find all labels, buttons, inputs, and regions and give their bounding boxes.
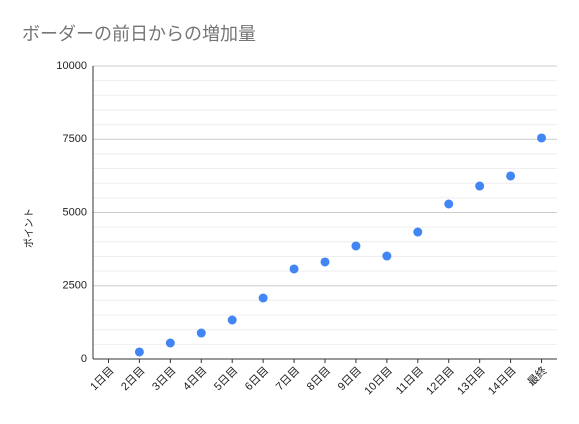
- x-tick-label: 10日目: [362, 365, 395, 398]
- x-tick-label: 14日目: [486, 365, 519, 398]
- point: [227, 315, 237, 325]
- y-tick-label: 7500: [63, 133, 87, 145]
- point: [475, 181, 485, 191]
- point: [320, 257, 330, 267]
- x-tick-label: 9日目: [336, 365, 364, 393]
- point: [537, 133, 547, 143]
- x-tick-label: 2日目: [119, 365, 147, 393]
- point: [165, 338, 175, 348]
- x-tick-label: 12日目: [424, 365, 457, 398]
- y-tick-label: 5000: [63, 206, 87, 218]
- y-tick-label: 10000: [56, 60, 87, 72]
- x-tick-label: 13日目: [455, 365, 488, 398]
- x-tick-label: 8日目: [305, 365, 333, 393]
- y-axis-label: ポイント: [24, 208, 36, 248]
- chart-title: ボーダーの前日からの増加量: [22, 24, 256, 44]
- x-tick-label: 4日目: [181, 365, 209, 393]
- point: [413, 227, 423, 237]
- x-tick-label: 3日目: [150, 365, 178, 393]
- point: [351, 241, 361, 251]
- x-tick-label: 1日目: [88, 365, 116, 393]
- point: [382, 251, 392, 261]
- point: [444, 199, 454, 209]
- point: [506, 171, 516, 181]
- y-tick-label: 2500: [63, 280, 87, 292]
- x-tick-label: 6日目: [243, 365, 271, 393]
- x-tick-label: 7日目: [274, 365, 302, 393]
- x-tick-label: 11日目: [394, 365, 426, 397]
- y-tick-label: 0: [81, 353, 87, 365]
- x-tick-label: 5日目: [212, 365, 240, 393]
- point: [289, 264, 299, 274]
- x-tick-label: 最終: [524, 363, 549, 388]
- point: [134, 347, 144, 357]
- point: [196, 328, 206, 338]
- point: [258, 293, 268, 303]
